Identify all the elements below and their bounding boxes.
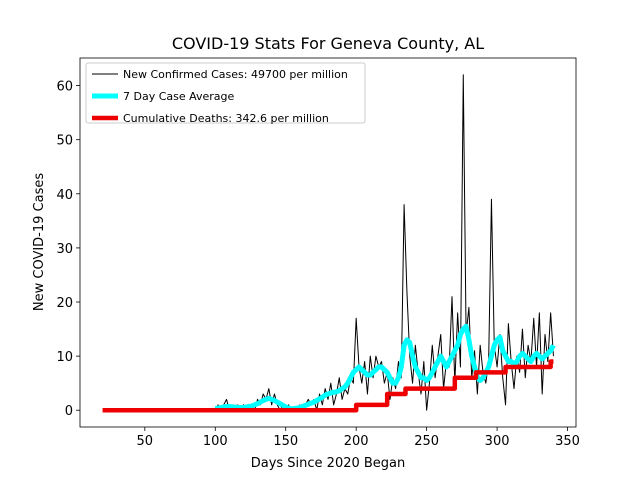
series-line xyxy=(214,74,554,411)
series-line xyxy=(214,323,556,412)
y-tick-label: 40 xyxy=(56,188,73,203)
x-tick-label: 200 xyxy=(344,434,369,449)
x-tick-label: 100 xyxy=(203,434,228,449)
y-tick-label: 50 xyxy=(56,134,73,149)
chart-title: COVID-19 Stats For Geneva County, AL xyxy=(172,34,484,53)
x-tick-label: 350 xyxy=(555,434,580,449)
y-axis-label: New COVID-19 Cases xyxy=(32,173,47,311)
plot-frame xyxy=(79,57,577,428)
y-tick-label: 30 xyxy=(56,242,73,257)
series-line xyxy=(102,359,554,413)
x-tick-label: 300 xyxy=(485,434,510,449)
legend-label: New Confirmed Cases: 49700 per million xyxy=(123,68,348,81)
y-tick-label: 60 xyxy=(56,80,73,95)
x-tick-label: 250 xyxy=(414,434,439,449)
legend-box xyxy=(85,62,366,124)
x-axis-label: Days Since 2020 Began xyxy=(251,456,406,471)
legend-label: 7 Day Case Average xyxy=(123,90,235,103)
y-tick-label: 0 xyxy=(65,404,73,419)
x-tick-label: 50 xyxy=(137,434,154,449)
x-tick-label: 150 xyxy=(273,434,298,449)
legend-label: Cumulative Deaths: 342.6 per million xyxy=(123,112,329,125)
y-tick-label: 20 xyxy=(56,296,73,311)
y-tick-label: 10 xyxy=(56,350,73,365)
